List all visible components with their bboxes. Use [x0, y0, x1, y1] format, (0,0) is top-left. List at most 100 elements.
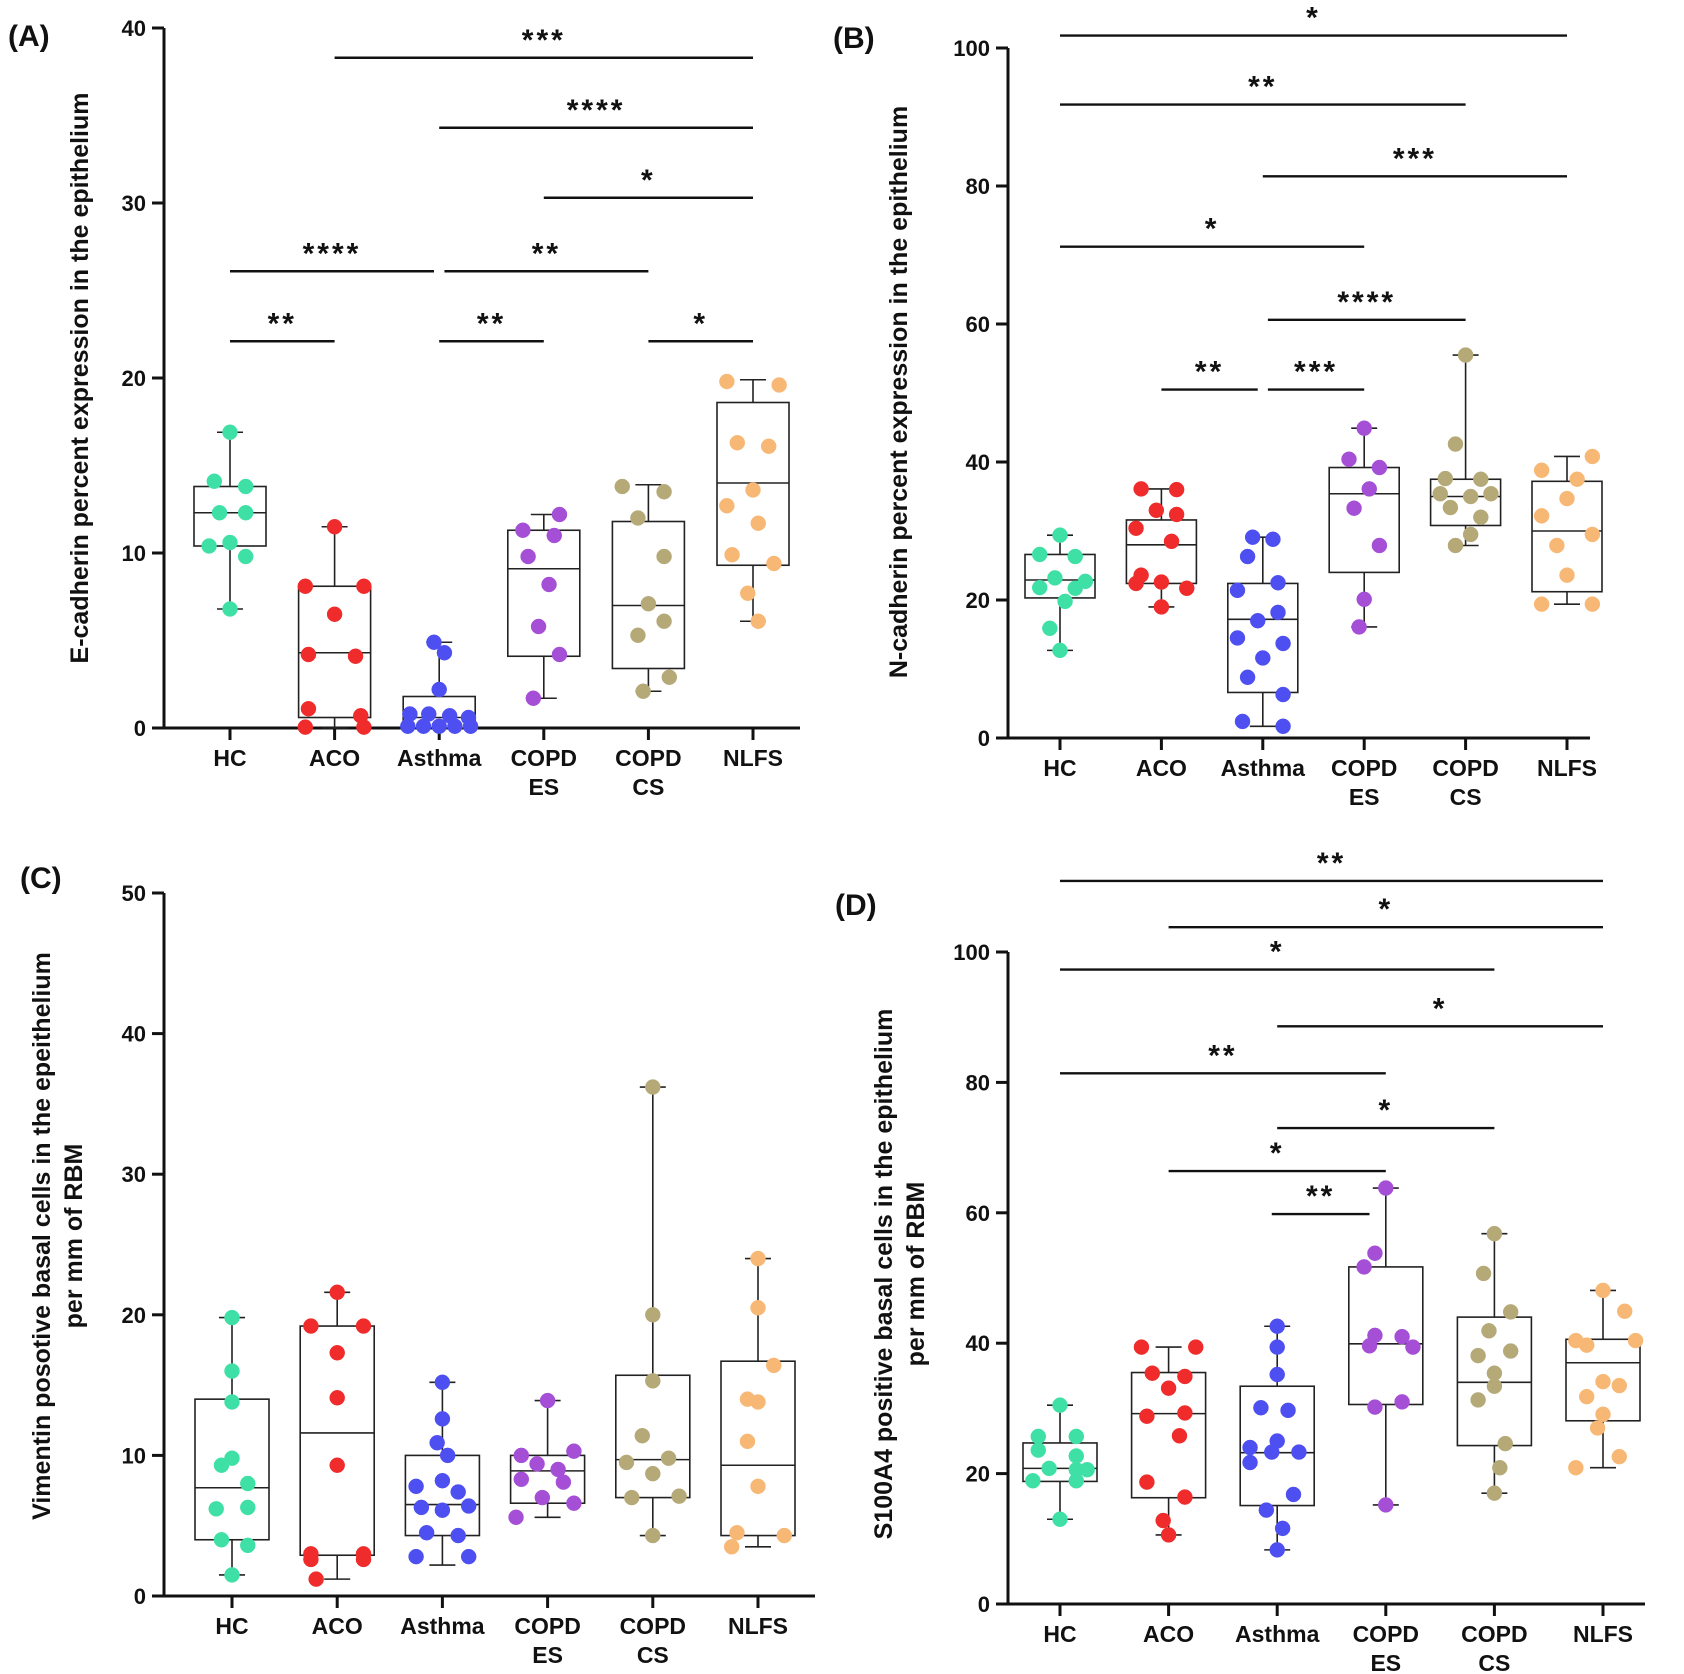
box-copd-es [1348, 1187, 1424, 1506]
data-point [1589, 1420, 1606, 1436]
data-point [460, 1498, 477, 1514]
data-point [297, 719, 314, 735]
data-point [660, 1450, 677, 1466]
data-point [729, 435, 746, 451]
data-point [413, 1499, 430, 1516]
data-point [1265, 531, 1281, 548]
box-iqr [194, 1398, 270, 1541]
data-point [1270, 575, 1286, 591]
data-point [431, 681, 447, 698]
x-tick-label: COPD [620, 1613, 686, 1639]
data-point [1177, 1489, 1193, 1505]
data-point [1437, 470, 1454, 487]
y-axis-title-line: E-cadherin percent expression in the epi… [66, 93, 94, 664]
x-tick-label: NLFS [1573, 1621, 1633, 1647]
significance-label: **** [567, 94, 626, 127]
data-point [729, 1524, 745, 1541]
significance-label: * [1433, 992, 1448, 1025]
data-point [1371, 459, 1388, 476]
data-point [645, 1307, 661, 1323]
y-tick-label: 10 [122, 1443, 146, 1468]
data-point [206, 473, 223, 489]
y-tick-label: 40 [966, 1331, 990, 1356]
data-point [1486, 1225, 1503, 1242]
significance-label: ** [1195, 356, 1224, 389]
data-point [1584, 448, 1601, 465]
x-tick-label: CS [637, 1642, 669, 1668]
x-tick-label: COPD [1353, 1621, 1419, 1647]
data-point [1274, 1520, 1291, 1537]
data-point [1549, 537, 1565, 554]
y-axis-title-line: per mm of RBM [60, 1144, 88, 1329]
significance-label: ** [1306, 1180, 1335, 1213]
data-point [222, 534, 238, 551]
data-point [1447, 436, 1464, 452]
x-tick-label: COPD [514, 1613, 580, 1639]
data-point [656, 548, 672, 565]
data-point [1133, 481, 1149, 497]
data-point [1578, 1337, 1595, 1353]
data-point [1052, 1397, 1068, 1413]
data-point [1155, 1512, 1171, 1529]
x-tick-label: HC [213, 745, 246, 771]
data-point [724, 547, 740, 563]
data-point [1068, 1448, 1085, 1464]
data-point [1031, 546, 1048, 563]
data-point [1229, 630, 1246, 646]
data-point [303, 1318, 319, 1334]
data-point [329, 1284, 345, 1301]
data-point [326, 519, 343, 535]
significance-label: * [641, 164, 656, 197]
data-point [211, 505, 228, 521]
data-point [1025, 1473, 1041, 1489]
data-point [418, 1524, 435, 1541]
data-point [634, 1427, 651, 1444]
significance-label: **** [303, 237, 362, 270]
x-tick-label: Asthma [397, 745, 482, 771]
data-point [630, 627, 646, 643]
data-point [1275, 718, 1291, 735]
y-tick-label: 0 [134, 1584, 146, 1609]
data-point [539, 1392, 556, 1409]
y-axis-title: S100A4 positive basal cells in the epith… [870, 1009, 930, 1540]
data-point [1079, 1461, 1095, 1478]
data-point [1275, 686, 1291, 703]
data-point [297, 578, 314, 594]
panel-c: (C) 0 10 20 30 40 50 Vimentin posotive basal ce… [20, 862, 815, 1668]
significance-label: ** [268, 307, 297, 340]
data-point [434, 1374, 451, 1391]
y-tick-label: 40 [966, 450, 990, 475]
data-point [224, 1567, 240, 1583]
data-point [1041, 1460, 1057, 1477]
box-aco [299, 1291, 376, 1580]
data-point [1148, 502, 1165, 519]
data-point [1077, 573, 1094, 590]
data-point [1502, 1304, 1519, 1320]
data-point [1171, 1428, 1188, 1444]
data-point [1559, 567, 1575, 583]
data-point [408, 1478, 424, 1495]
significance-label: * [1306, 2, 1321, 35]
y-tick-label: 10 [122, 541, 146, 566]
data-point [1457, 347, 1474, 363]
y-tick-label: 30 [122, 1162, 146, 1187]
x-tick-label: ACO [1143, 1621, 1194, 1647]
data-point [213, 1532, 230, 1548]
data-point [1351, 619, 1367, 635]
data-point [329, 1390, 345, 1406]
data-point [1356, 420, 1372, 436]
data-point [1128, 575, 1144, 592]
data-point [541, 576, 557, 593]
data-point [635, 683, 651, 699]
y-axis-title: Vimentin posotive basal cells in the epe… [28, 952, 88, 1520]
data-point [624, 1489, 640, 1506]
data-point [640, 596, 657, 612]
data-point [1168, 481, 1185, 498]
data-point [1270, 604, 1286, 621]
significance-label: ** [477, 307, 506, 340]
data-point [240, 1537, 256, 1554]
data-point [1341, 451, 1357, 467]
data-point [1584, 526, 1601, 543]
data-point [1473, 471, 1489, 487]
data-point [1244, 529, 1261, 545]
